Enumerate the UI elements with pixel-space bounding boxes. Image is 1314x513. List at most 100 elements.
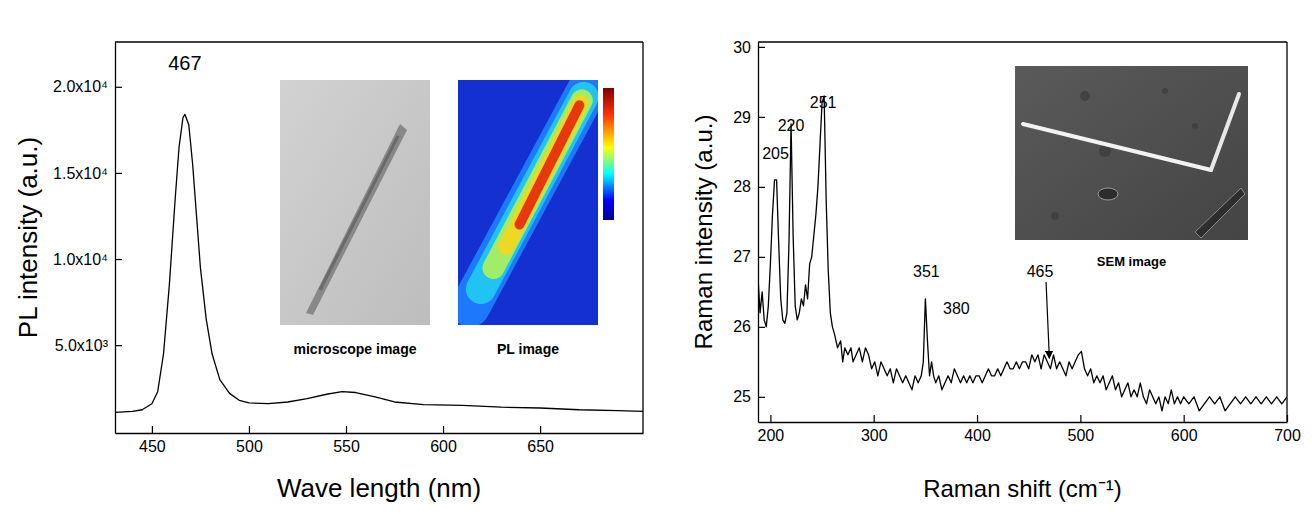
tick-mark xyxy=(758,187,765,188)
tick-mark xyxy=(115,173,122,174)
tick-label: 28 xyxy=(733,178,751,195)
tick-mark xyxy=(152,426,153,433)
inset-caption: SEM image xyxy=(1097,254,1166,269)
spectrum-line xyxy=(115,114,643,412)
y-axis-tick: 26 xyxy=(733,318,765,335)
tick-label: 30 xyxy=(733,39,751,56)
panel: 450 500 550 600 650 5.0x10³ 1.0x10⁴ 1.5x10⁴ 2.0x… xyxy=(13,42,644,503)
emission-glow xyxy=(481,97,584,289)
x-axis: 450 500 550 600 650 xyxy=(116,426,644,455)
x-axis-tick: 550 xyxy=(333,426,360,455)
debris xyxy=(1051,212,1059,220)
tick-label: 600 xyxy=(430,438,457,455)
x-axis-tick: 400 xyxy=(964,415,991,444)
x-axis-tick: 600 xyxy=(1171,415,1198,444)
tick-label: 2.0x10⁴ xyxy=(53,78,108,95)
inset: microscope image xyxy=(280,80,430,357)
plot-frame xyxy=(642,42,643,433)
x-axis-tick: 500 xyxy=(236,426,263,455)
x-axis-tick: 600 xyxy=(430,426,457,455)
peak-label: 251 xyxy=(810,94,837,111)
y-axis-title: Raman intensity (a.u.) xyxy=(690,115,717,350)
tick-label: 200 xyxy=(758,427,785,444)
tick-label: 1.0x10⁴ xyxy=(53,251,108,268)
y-axis: 5.0x10³ 1.0x10⁴ 1.5x10⁴ 2.0x10⁴ xyxy=(53,43,122,434)
tick-label: 300 xyxy=(861,427,888,444)
tick-mark xyxy=(115,259,122,260)
peak-label: 465 xyxy=(1027,263,1054,280)
tick-label: 600 xyxy=(1171,427,1198,444)
nanowire xyxy=(1211,94,1239,170)
image-background xyxy=(458,80,598,325)
tick-mark xyxy=(249,426,250,433)
tick-label: 26 xyxy=(733,318,751,335)
inset-image xyxy=(1015,66,1248,240)
tick-mark xyxy=(115,87,122,88)
tick-label: 500 xyxy=(236,438,263,455)
debris xyxy=(1192,123,1198,129)
tick-mark xyxy=(346,426,347,433)
x-axis-title: Wave length (nm) xyxy=(277,473,481,503)
y-axis-tick: 2.0x10⁴ xyxy=(53,78,122,95)
y-axis-tick: 27 xyxy=(733,248,765,265)
tick-mark xyxy=(115,345,122,346)
tick-label: 25 xyxy=(733,388,751,405)
y-axis-title: PL intensity (a.u.) xyxy=(13,137,43,338)
image-background xyxy=(1015,66,1248,240)
tick-mark xyxy=(1080,415,1081,422)
peak-label: 380 xyxy=(943,300,970,317)
plot-data xyxy=(758,96,1287,411)
inset-image xyxy=(280,80,430,325)
emission-glow xyxy=(506,103,581,247)
y-axis-tick: 29 xyxy=(733,109,765,126)
tick-mark xyxy=(874,415,875,422)
peak-label: 220 xyxy=(778,117,805,134)
tick-mark xyxy=(443,426,444,433)
inset-image xyxy=(458,80,598,325)
tick-mark xyxy=(758,117,765,118)
tick-label: 700 xyxy=(1274,427,1301,444)
y-axis-tick: 1.0x10⁴ xyxy=(53,251,122,268)
y-axis-tick: 30 xyxy=(733,39,765,56)
plot-frame xyxy=(758,41,1287,42)
nanowire xyxy=(1023,124,1211,170)
x-axis-tick: 200 xyxy=(758,415,785,444)
tick-mark xyxy=(1184,415,1185,422)
panel: 200 300 400 500 600 700 25 26 27 28 29 30 Raman shif… xyxy=(690,39,1301,502)
tick-mark xyxy=(758,47,765,48)
y-axis-tick: 28 xyxy=(733,178,765,195)
tick-label: 450 xyxy=(139,438,166,455)
x-axis-title: Raman shift (cm⁻¹) xyxy=(923,475,1122,502)
peak-label: 467 xyxy=(168,52,201,74)
tick-mark xyxy=(540,426,541,433)
tick-mark xyxy=(977,415,978,422)
nanowire-core xyxy=(320,136,398,290)
inset-caption: microscope image xyxy=(294,341,417,357)
emission-glow xyxy=(520,105,580,224)
tick-label: 650 xyxy=(527,438,554,455)
y-axis: 25 26 27 28 29 30 xyxy=(733,39,765,423)
tick-label: 5.0x10³ xyxy=(55,337,109,354)
tick-label: 1.5x10⁴ xyxy=(53,165,108,182)
y-axis-line xyxy=(758,43,759,423)
emission-glow xyxy=(493,100,581,268)
tick-label: 400 xyxy=(964,427,991,444)
x-axis-tick: 500 xyxy=(1068,415,1095,444)
image-background xyxy=(280,80,430,325)
x-axis: 200 300 400 500 600 700 xyxy=(758,415,1301,444)
plot-frame xyxy=(115,41,643,42)
peak-label: 205 xyxy=(762,145,789,162)
inset: PL image xyxy=(458,80,614,357)
plot-data xyxy=(115,114,643,412)
x-axis-tick: 300 xyxy=(861,415,888,444)
y-axis-tick: 25 xyxy=(733,388,765,405)
x-axis-tick: 450 xyxy=(139,426,166,455)
tick-mark xyxy=(758,327,765,328)
spectrum-line xyxy=(758,96,1287,411)
nanowire xyxy=(306,124,407,315)
tick-mark xyxy=(1287,415,1288,422)
x-axis-line xyxy=(116,433,644,434)
figure: 450 500 550 600 650 5.0x10³ 1.0x10⁴ 1.5x10⁴ 2.0x… xyxy=(0,0,1314,513)
tick-label: 27 xyxy=(733,248,751,265)
emission-glow xyxy=(470,92,586,307)
